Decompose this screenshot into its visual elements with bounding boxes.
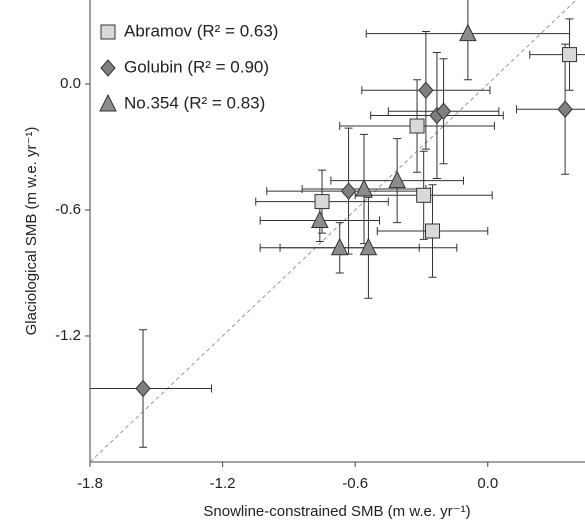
marker (459, 23, 477, 42)
x-axis-label: Snowline-constrained SMB (m w.e. yr⁻¹) (203, 503, 470, 520)
marker (100, 59, 116, 77)
marker (135, 379, 151, 398)
x-tick-label: -1.8 (77, 475, 103, 492)
y-axis-label: Glaciological SMB (m w.e. yr⁻¹) (23, 127, 40, 336)
marker (330, 237, 349, 256)
marker (418, 81, 434, 100)
y-tick-label: -0.6 (55, 201, 81, 218)
y-tick-label: -1.2 (55, 327, 81, 344)
marker (557, 100, 573, 118)
x-tick-label: -1.2 (210, 475, 236, 492)
marker (425, 223, 441, 239)
marker (340, 182, 357, 200)
marker (388, 170, 406, 189)
marker (99, 93, 117, 112)
marker (359, 237, 378, 256)
plot-area (90, 0, 585, 463)
marker (314, 194, 330, 210)
x-tick-label: -0.6 (342, 475, 368, 492)
y-tick-label: 0.0 (60, 75, 81, 92)
marker (100, 24, 116, 40)
x-error-bar (515, 105, 585, 114)
legend-label: Golubin (R² = 0.90) (124, 57, 269, 76)
marker (435, 102, 452, 121)
legend-label: No.354 (R² = 0.83) (124, 93, 265, 112)
marker (311, 210, 329, 228)
legend-label: Abramov (R² = 0.63) (124, 21, 278, 40)
marker (562, 47, 578, 63)
marker (355, 178, 373, 197)
marker (416, 187, 432, 203)
x-tick-label: 0.0 (477, 475, 498, 492)
marker (409, 118, 425, 134)
